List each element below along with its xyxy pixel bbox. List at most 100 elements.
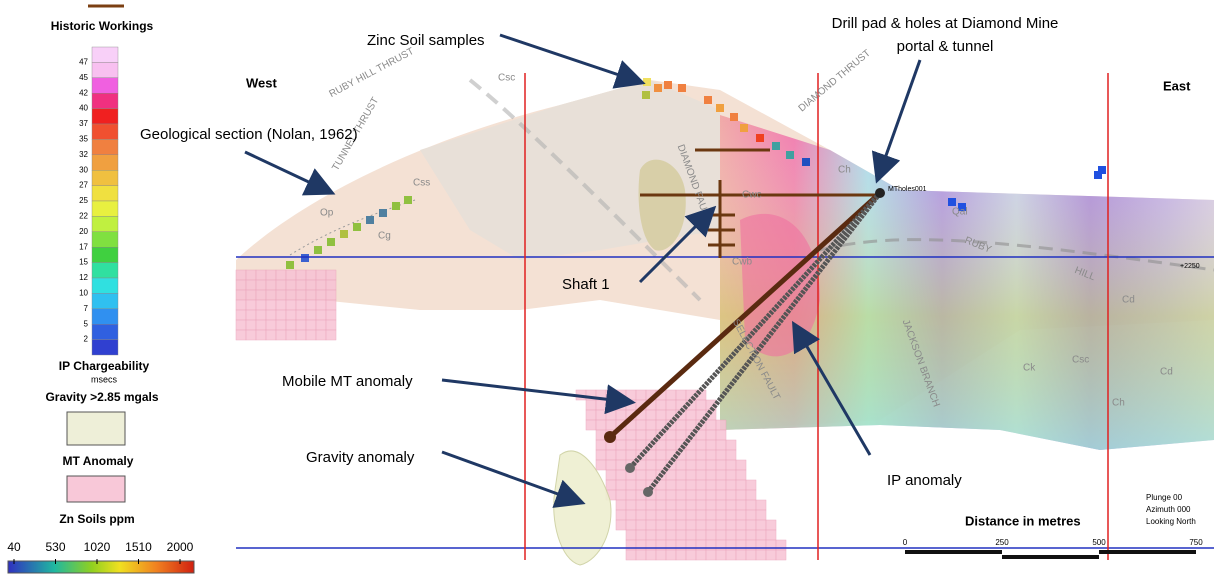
mt-cell <box>636 530 646 540</box>
legend-label: IP Chargeability <box>59 359 150 373</box>
mt-cell <box>636 430 646 440</box>
mt-cell <box>616 490 626 500</box>
colorbar-cell <box>92 155 118 170</box>
mt-cell <box>736 480 746 490</box>
mt-cell <box>726 510 736 520</box>
view-info: Plunge 00 <box>1146 493 1183 502</box>
mt-cell <box>686 460 696 470</box>
mt-cell <box>696 480 706 490</box>
mt-cell <box>626 490 636 500</box>
mt-cell <box>276 280 286 290</box>
mt-cell <box>286 330 296 340</box>
mt-cell <box>756 500 766 510</box>
mt-cell <box>706 440 716 450</box>
mt-cell <box>746 520 756 530</box>
mt-cell <box>596 400 606 410</box>
mt-cell <box>686 550 696 560</box>
colorbar-cell <box>92 93 118 108</box>
mt-cell <box>296 320 306 330</box>
mt-cell <box>736 530 746 540</box>
geologic-label: Css <box>413 178 430 189</box>
mt-cell <box>616 510 626 520</box>
mt-cell <box>636 520 646 530</box>
mt-cell <box>676 500 686 510</box>
geologic-label: Csc <box>498 73 515 84</box>
colorbar-tick-label: 30 <box>79 165 88 174</box>
mt-cell <box>706 430 716 440</box>
mt-cell <box>696 470 706 480</box>
mt-cell <box>776 550 786 560</box>
mt-cell <box>626 500 636 510</box>
colorbar-cell <box>92 47 118 62</box>
mt-cell <box>726 470 736 480</box>
annotation: Drill pad & holes at Diamond Mine <box>832 15 1059 32</box>
mt-cell <box>696 530 706 540</box>
mt-cell <box>266 300 276 310</box>
soil-sample <box>786 151 794 159</box>
mt-cell <box>746 500 756 510</box>
mt-cell <box>736 520 746 530</box>
mt-cell <box>236 320 246 330</box>
mt-cell <box>666 400 676 410</box>
colorbar-cell <box>92 62 118 77</box>
colorbar-cell <box>92 124 118 139</box>
mt-cell <box>236 300 246 310</box>
mt-cell <box>756 550 766 560</box>
mt-cell <box>656 490 666 500</box>
mt-cell <box>706 460 716 470</box>
colorbar-tick-label: 27 <box>79 181 88 190</box>
mt-cell <box>736 550 746 560</box>
legend-units: msecs <box>91 374 118 384</box>
mt-cell <box>696 490 706 500</box>
colorbar-cell <box>92 324 118 339</box>
soil-sample <box>740 124 748 132</box>
colorbar-cell <box>92 232 118 247</box>
zn-colorbar <box>8 561 194 573</box>
colorbar-tick-label: 2 <box>84 335 89 344</box>
mt-cell <box>266 280 276 290</box>
mt-cell <box>636 550 646 560</box>
elevation-label: +2250 <box>1180 263 1200 270</box>
soil-sample <box>756 134 764 142</box>
soil-sample <box>1098 166 1106 174</box>
mt-cell <box>236 280 246 290</box>
colorbar-tick-label: 530 <box>45 540 65 554</box>
view-info: Looking North <box>1146 517 1196 526</box>
mt-cell <box>306 330 316 340</box>
colorbar-tick-label: 22 <box>79 212 88 221</box>
mt-cell <box>326 280 336 290</box>
mt-cell <box>266 290 276 300</box>
geologic-label: Cg <box>378 231 391 242</box>
mt-cell <box>716 550 726 560</box>
mt-cell <box>306 320 316 330</box>
mt-cell <box>666 510 676 520</box>
mt-cell <box>736 460 746 470</box>
mt-cell <box>626 430 636 440</box>
mt-cell <box>276 270 286 280</box>
colorbar-tick-label: 1510 <box>125 540 152 554</box>
mt-cell <box>626 450 636 460</box>
mt-cell <box>606 450 616 460</box>
mt-cell <box>606 460 616 470</box>
mt-cell <box>656 420 666 430</box>
colorbar-tick-label: 17 <box>79 242 88 251</box>
mt-cell <box>726 520 736 530</box>
mt-cell <box>616 440 626 450</box>
mt-cell <box>646 530 656 540</box>
mt-cell <box>716 490 726 500</box>
mt-cell <box>626 510 636 520</box>
mt-cell <box>666 530 676 540</box>
mt-cell <box>686 420 696 430</box>
annotation: Mobile MT anomaly <box>282 373 413 390</box>
mt-cell <box>726 440 736 450</box>
mt-cell <box>326 290 336 300</box>
figure: Historic Workings 4745424037353230272522… <box>0 0 1214 576</box>
scale-label: 500 <box>1092 538 1106 547</box>
soil-sample <box>730 113 738 121</box>
mt-cell <box>736 510 746 520</box>
mt-cell <box>616 450 626 460</box>
mt-cell <box>696 500 706 510</box>
mt-cell <box>756 510 766 520</box>
colorbar-cell <box>92 139 118 154</box>
